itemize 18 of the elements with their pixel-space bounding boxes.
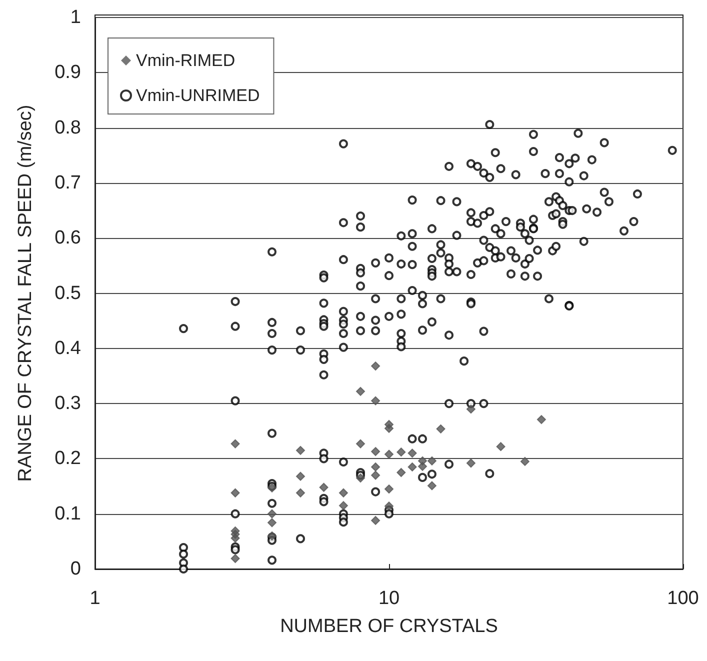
x-tick-label: 100: [667, 588, 699, 609]
y-tick-label: 0: [70, 558, 81, 580]
y-tick-label: 0.6: [54, 228, 81, 249]
y-tick-label: 0.5: [54, 282, 81, 304]
y-tick-label: 0.4: [54, 338, 82, 359]
x-tick-label: 1: [90, 588, 100, 609]
y-tick-label: 0.7: [54, 172, 81, 194]
x-tick-label: 10: [378, 588, 400, 609]
y-tick-label: 0.8: [54, 117, 81, 138]
y-tick-label: 0.2: [54, 448, 81, 470]
y-tick-label: 0.3: [54, 393, 81, 414]
legend-label: Vmin-UNRIMED: [136, 86, 260, 105]
y-tick-label: 0.9: [54, 62, 81, 84]
y-tick-label: 1: [70, 7, 81, 28]
y-tick-label: 0.1: [54, 503, 81, 524]
y-axis-title: RANGE OF CRYSTAL FALL SPEED (m/sec): [15, 104, 36, 482]
x-axis-title: NUMBER OF CRYSTALS: [280, 616, 498, 637]
legend-label: Vmin-RIMED: [136, 51, 236, 70]
